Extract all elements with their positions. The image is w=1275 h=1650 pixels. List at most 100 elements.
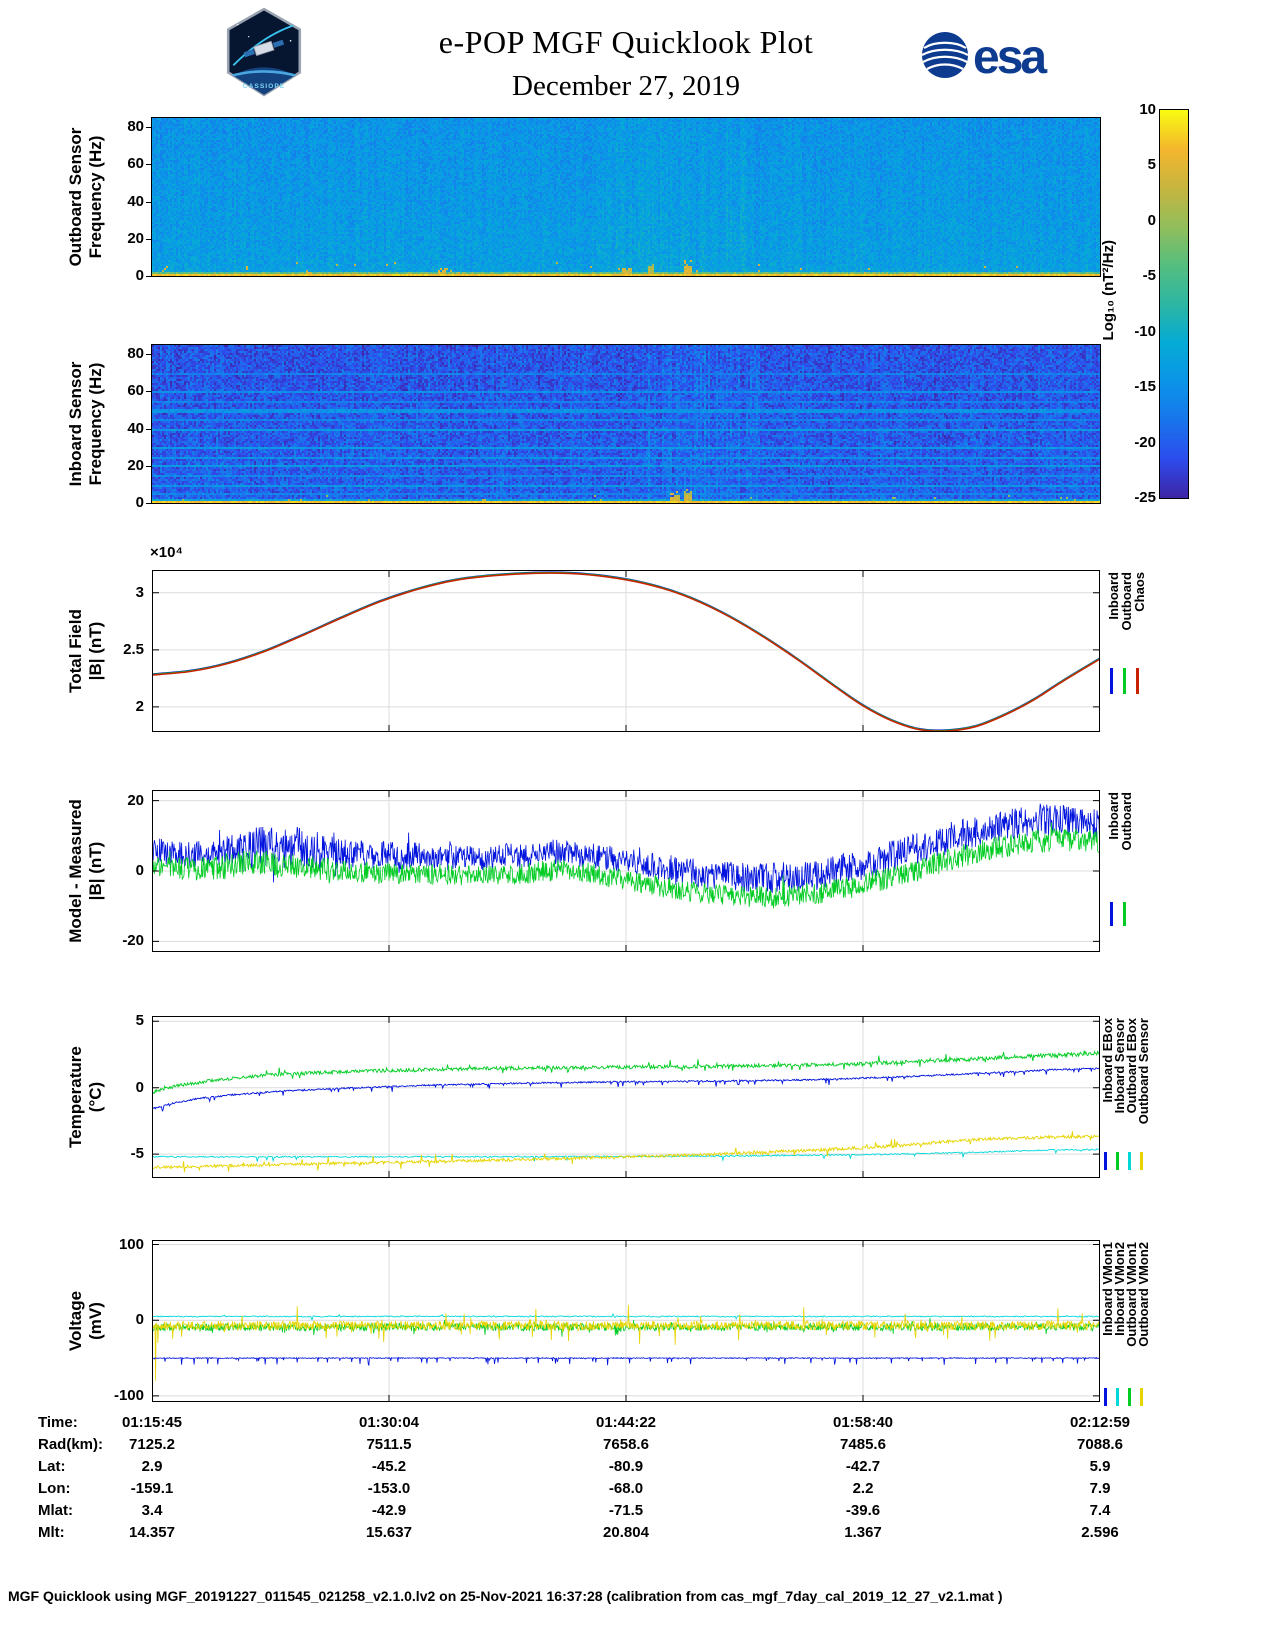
y-tick-mark [146, 428, 152, 430]
table-cell: 20.804 [603, 1524, 649, 1541]
series-inboard-sensor [152, 1050, 1100, 1094]
table-cell: 7511.5 [366, 1436, 412, 1453]
legend-label-outboard-sensor: Outboard Sensor [1136, 1018, 1151, 1125]
table-cell: 2.9 [141, 1458, 163, 1475]
series-inboard-vmon2 [152, 1312, 1100, 1322]
y-tick-mark [146, 354, 152, 356]
table-cell: 7.4 [1089, 1502, 1111, 1519]
series-inboard-ebox [152, 1067, 1100, 1112]
temp-plot [152, 1016, 1100, 1178]
y-tick-label: 2 [135, 697, 144, 715]
table-row-label-mlat: Mlat: [38, 1502, 73, 1519]
table-cell: 02:12:59 [1069, 1414, 1131, 1431]
y-tick-label: 5 [135, 1012, 144, 1030]
model-plot [152, 790, 1100, 952]
series-outboard-sensor [152, 1131, 1100, 1173]
table-cell: 7088.6 [1077, 1436, 1123, 1453]
table-row-label-lat: Lat: [38, 1458, 66, 1475]
y-tick-label: 0 [135, 862, 144, 879]
footer-note: MGF Quicklook using MGF_20191227_011545_… [8, 1588, 1003, 1604]
legend-color-mark [1116, 1152, 1119, 1170]
legend-color-mark [1123, 668, 1126, 694]
y-tick-mark [146, 503, 152, 504]
legend-color-mark [1128, 1388, 1131, 1406]
cassiope-mission-logo: CASSIOPE [222, 6, 306, 103]
legend-color-mark [1140, 1388, 1143, 1406]
spec_in-heatmap [151, 344, 1101, 504]
y-tick-label: -20 [122, 932, 144, 950]
y-tick-mark [146, 164, 152, 166]
table-cell: -159.1 [130, 1480, 174, 1497]
colorbar-tick-label: -15 [1134, 378, 1156, 396]
table-cell: -71.5 [608, 1502, 644, 1519]
spec_out-heatmap [151, 117, 1101, 277]
grid-lines [152, 1016, 1100, 1178]
legend-color-mark [1128, 1152, 1131, 1170]
y-tick-label: 0 [135, 1078, 144, 1096]
table-cell: 14.357 [129, 1524, 175, 1541]
table-row-label-mlt: Mlt: [38, 1524, 65, 1541]
axis-ticks [152, 790, 1100, 952]
table-cell: 2.596 [1081, 1524, 1119, 1541]
colorbar-tick-label: 5 [1147, 156, 1156, 174]
total-plot [152, 570, 1100, 732]
volt-plot [152, 1240, 1100, 1402]
y-axis-exponent-label: ×10⁴ [150, 544, 183, 561]
legend-color-mark [1104, 1152, 1107, 1170]
table-cell: 01:58:40 [832, 1414, 894, 1431]
y-tick-mark [146, 465, 152, 467]
axis-box [152, 790, 1100, 952]
axis-ticks [152, 570, 1100, 732]
series-inboard-vmon1 [152, 1356, 1100, 1367]
y-tick-label: -100 [113, 1386, 144, 1404]
table-cell: -80.9 [608, 1458, 644, 1475]
legend-color-mark [1110, 902, 1113, 926]
y-tick-label: 3 [135, 583, 144, 601]
colorbar-tick-label: 10 [1139, 101, 1156, 118]
legend-label-chaos: Chaos [1132, 572, 1147, 612]
y-tick-label: 60 [127, 155, 144, 173]
y-tick-label: 100 [118, 1235, 144, 1253]
y-tick-mark [146, 201, 152, 203]
colorbar-tick-label: -20 [1134, 433, 1156, 451]
legend-color-mark [1123, 902, 1126, 926]
y-tick-mark [146, 276, 152, 277]
table-row-label-time: Time: [38, 1414, 78, 1431]
series-outboard [152, 822, 1100, 909]
colorbar-gradient [1159, 109, 1189, 499]
page-date: December 27, 2019 [512, 70, 740, 102]
y-tick-label: 0 [135, 494, 144, 511]
table-cell: 15.637 [366, 1524, 412, 1541]
y-tick-mark [146, 127, 152, 129]
axis-ticks [152, 1016, 1100, 1178]
orbit-swoosh [232, 23, 297, 66]
y-tick-mark [146, 391, 152, 393]
legend-label-outboard: Outboard [1119, 792, 1134, 851]
legend-color-mark [1140, 1152, 1143, 1170]
table-cell: 01:15:45 [121, 1414, 183, 1431]
y-tick-label: 20 [127, 456, 144, 474]
colorbar-tick-label: 0 [1147, 211, 1156, 229]
y-tick-label: 40 [127, 192, 144, 210]
axis-ticks [152, 1240, 1100, 1402]
table-row-label-lon: Lon: [38, 1480, 71, 1497]
series-outboard-vmon2 [152, 1304, 1100, 1381]
y-tick-label: 0 [135, 267, 144, 284]
table-cell: -45.2 [371, 1458, 407, 1475]
series-chaos [152, 572, 1100, 732]
axis-box [152, 570, 1100, 732]
y-tick-mark [146, 238, 152, 240]
grid-lines [152, 570, 1100, 732]
table-row-label-radkm: Rad(km): [38, 1436, 104, 1453]
y-tick-label: -5 [130, 1145, 144, 1163]
table-cell: -42.7 [845, 1458, 881, 1475]
grid-lines [152, 1240, 1100, 1402]
legend-color-mark [1104, 1388, 1107, 1406]
y-tick-label: 80 [127, 118, 144, 136]
table-cell: -153.0 [367, 1480, 411, 1497]
satellite-icon [243, 39, 285, 58]
mission-name-text: CASSIOPE [243, 83, 285, 90]
y-tick-label: 60 [127, 382, 144, 400]
axis-box [152, 1240, 1100, 1402]
